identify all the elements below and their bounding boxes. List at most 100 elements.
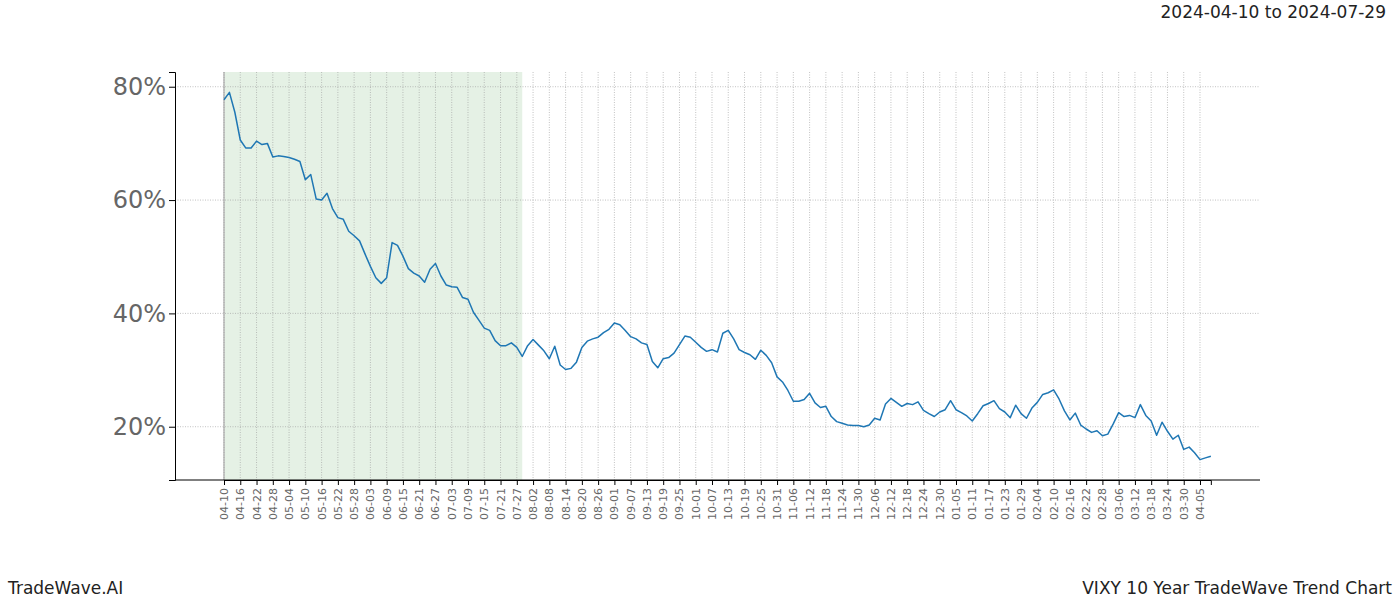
x-tick: 03-24 — [1161, 480, 1174, 520]
x-tick: 01-17 — [983, 480, 996, 520]
trend-line — [224, 92, 1211, 459]
grid-line-x — [907, 72, 908, 480]
x-tick-label: 04-16 — [234, 488, 247, 520]
x-tick-label: 08-26 — [592, 488, 605, 520]
x-tick-mark — [1086, 480, 1087, 485]
x-tick-label: 09-13 — [641, 488, 654, 520]
grid-line-x — [1199, 72, 1200, 480]
x-tick: 06-03 — [364, 480, 377, 520]
x-tick-mark — [745, 480, 746, 485]
x-tick: 09-19 — [657, 480, 670, 520]
x-tick-mark — [712, 480, 713, 485]
y-tick-mark — [169, 87, 175, 88]
x-tick-mark — [858, 480, 859, 485]
x-tick-mark — [549, 480, 550, 485]
x-tick-mark — [1037, 480, 1038, 485]
x-tick-label: 09-19 — [657, 488, 670, 520]
x-tick-label: 11-30 — [852, 488, 865, 520]
x-tick-label: 10-19 — [739, 488, 752, 520]
grid-line-x — [663, 72, 664, 480]
x-tick: 08-02 — [527, 480, 540, 520]
x-tick-mark — [257, 480, 258, 485]
x-tick-mark — [793, 480, 794, 485]
x-tick-label: 01-17 — [983, 488, 996, 520]
x-tick: 05-22 — [332, 480, 345, 520]
x-tick: 02-10 — [1048, 480, 1061, 520]
x-tick-label: 10-31 — [771, 488, 784, 520]
x-tick: 01-05 — [950, 480, 963, 520]
y-tick-mark — [169, 313, 175, 314]
x-tick-mark — [777, 480, 778, 485]
x-tick-label: 09-01 — [608, 488, 621, 520]
grid-line-x — [1086, 72, 1087, 480]
x-tick-label: 04-28 — [267, 488, 280, 520]
x-tick-label: 07-03 — [446, 488, 459, 520]
x-tick-label: 03-18 — [1145, 488, 1158, 520]
x-tick-label: 12-24 — [917, 488, 930, 520]
grid-line-y — [175, 313, 1260, 314]
x-tick: 05-10 — [299, 480, 312, 520]
highlight-group — [224, 72, 522, 480]
x-tick-mark — [696, 480, 697, 485]
x-tick: 06-27 — [429, 480, 442, 520]
x-tick: 11-06 — [787, 480, 800, 520]
x-tick-label: 10-25 — [755, 488, 768, 520]
grid-line-x — [777, 72, 778, 480]
x-axis: 04-1004-1604-2204-2805-0405-1005-1605-22… — [218, 480, 1211, 520]
x-tick-mark — [322, 480, 323, 485]
grid-line-x — [370, 72, 371, 480]
grid-line-x — [1037, 72, 1038, 480]
x-tick: 11-18 — [820, 480, 833, 520]
x-tick-label: 06-27 — [429, 488, 442, 520]
y-tick-label: 80% — [113, 73, 166, 101]
grid-line-x — [711, 72, 712, 480]
grid-line-x — [972, 72, 973, 480]
x-tick-mark — [1167, 480, 1168, 485]
x-tick-mark — [989, 480, 990, 485]
grid-line-x — [549, 72, 550, 480]
x-tick: 11-24 — [836, 480, 849, 520]
x-tick-label: 01-23 — [999, 488, 1012, 520]
x-tick-label: 02-16 — [1064, 488, 1077, 520]
x-tick-mark — [972, 480, 973, 485]
grid-line-x — [1151, 72, 1152, 480]
grid-line-x — [939, 72, 940, 480]
x-tick-mark — [566, 480, 567, 485]
grid-line-x — [1102, 72, 1103, 480]
grid-line-x — [1183, 72, 1184, 480]
grid-line-x — [451, 72, 452, 480]
x-tick-mark — [761, 480, 762, 485]
x-tick-mark — [614, 480, 615, 485]
title: VIXY 10 Year TradeWave Trend Chart — [1082, 578, 1392, 598]
x-tick-label: 01-29 — [1015, 488, 1028, 520]
x-tick-label: 02-22 — [1080, 488, 1093, 520]
y-tick-label: 40% — [113, 300, 166, 328]
x-tick-label: 07-27 — [511, 488, 524, 520]
x-tick-mark — [679, 480, 680, 485]
x-tick: 10-13 — [722, 480, 735, 520]
x-tick: 10-31 — [771, 480, 784, 520]
x-tick: 06-09 — [381, 480, 394, 520]
x-tick-label: 02-10 — [1048, 488, 1061, 520]
x-tick-mark — [598, 480, 599, 485]
x-tick-mark — [305, 480, 306, 485]
x-tick-label: 10-01 — [690, 488, 703, 520]
grid-line-x — [581, 72, 582, 480]
x-tick: 07-27 — [511, 480, 524, 520]
x-tick: 12-06 — [869, 480, 882, 520]
x-tick: 09-25 — [673, 480, 686, 520]
x-tick-mark — [582, 480, 583, 485]
footer: TradeWave.AI — [7, 578, 123, 598]
x-tick: 03-06 — [1113, 480, 1126, 520]
grid-line-x — [1004, 72, 1005, 480]
x-tick-label: 11-12 — [804, 488, 817, 520]
series-group — [224, 92, 1211, 459]
x-tick-label: 11-06 — [787, 488, 800, 520]
x-tick: 04-10 — [218, 480, 231, 520]
x-tick: 04-16 — [234, 480, 247, 520]
y-tick-mark — [169, 200, 175, 201]
grid-line-x — [533, 72, 534, 480]
x-tick: 08-20 — [576, 480, 589, 520]
grid-line-x — [728, 72, 729, 480]
x-tick: 10-01 — [690, 480, 703, 520]
